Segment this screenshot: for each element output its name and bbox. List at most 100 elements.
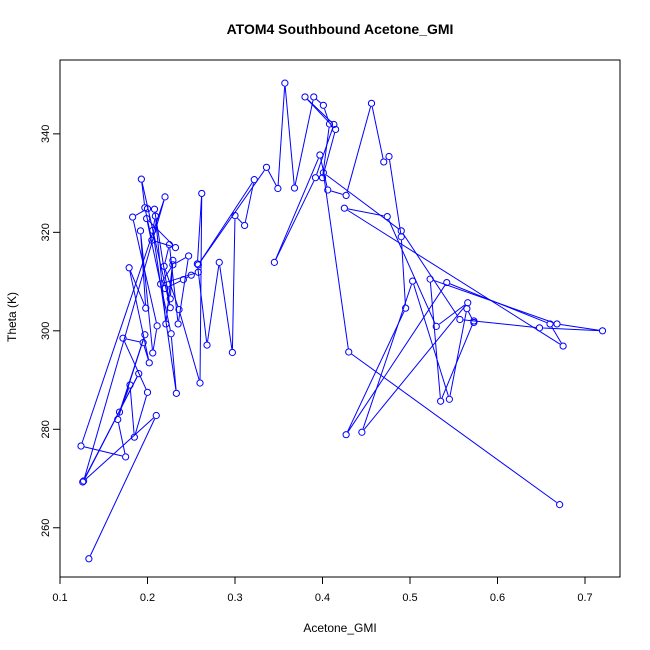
data-point: [143, 214, 151, 223]
series-line-segment: [129, 388, 135, 434]
series-line-segment: [124, 341, 147, 390]
series-line-segment: [347, 208, 384, 217]
series-line-segment: [84, 200, 165, 478]
data-point: [231, 211, 239, 220]
data-point: [162, 320, 170, 328]
series-line-segment: [388, 219, 436, 324]
series-line-segment: [449, 312, 467, 396]
data-point: [324, 186, 332, 194]
series-line-segment: [237, 217, 243, 224]
data-point: [165, 241, 173, 249]
series-line-segment: [154, 212, 171, 305]
series-line-segment: [155, 219, 167, 321]
data-point: [342, 191, 350, 200]
data-point: [149, 349, 157, 357]
data-series: [77, 79, 607, 563]
series-line-segment: [84, 446, 123, 457]
data-point: [143, 388, 152, 396]
data-point: [535, 324, 544, 332]
series-line-segment: [135, 210, 145, 216]
data-point: [174, 320, 182, 328]
data-point: [203, 341, 211, 349]
data-point: [172, 389, 180, 397]
data-point: [397, 227, 405, 235]
y-tick-label: 260: [40, 519, 52, 537]
data-point: [135, 370, 143, 378]
y-tick-label: 300: [40, 322, 52, 340]
data-point: [130, 433, 138, 441]
series-line-segment: [199, 182, 253, 263]
series-line-segment: [320, 158, 328, 187]
data-point: [169, 261, 177, 269]
data-point: [142, 304, 150, 312]
data-point: [270, 258, 278, 266]
data-point: [187, 271, 195, 279]
series-line-segment: [560, 323, 600, 331]
data-point: [167, 330, 175, 338]
series-line-segment: [179, 312, 200, 380]
series-line-segment: [389, 159, 402, 234]
series-line-segment: [84, 376, 138, 479]
series-line-segment: [120, 338, 145, 409]
series-line-segment: [207, 265, 220, 342]
data-point: [402, 304, 410, 312]
x-tick-label: 0.6: [490, 592, 505, 604]
data-point: [145, 359, 153, 367]
data-point: [463, 305, 471, 313]
series-line-segment: [244, 183, 254, 223]
data-point: [125, 264, 133, 272]
data-point: [175, 306, 183, 314]
data-point: [598, 327, 607, 335]
data-point: [115, 408, 124, 416]
data-point: [80, 477, 88, 485]
data-point: [383, 212, 391, 221]
data-point: [136, 227, 145, 235]
series-line-segment: [118, 422, 126, 454]
data-point: [332, 125, 340, 134]
data-point: [426, 275, 434, 283]
series-line-segment: [468, 311, 473, 320]
data-point: [126, 381, 134, 389]
data-point: [559, 342, 567, 350]
data-point: [553, 320, 561, 328]
data-point: [437, 397, 445, 405]
series-line-segment: [164, 248, 170, 263]
data-point: [556, 501, 564, 509]
series-line-segment: [166, 291, 170, 296]
data-point: [345, 348, 353, 356]
x-tick-label: 0.2: [140, 592, 155, 604]
series-line-segment: [347, 209, 561, 345]
series-line-segment: [331, 190, 343, 195]
series-line-segment: [307, 99, 332, 123]
series-line-segment: [152, 329, 158, 350]
series-line-segment: [130, 270, 145, 306]
series-line-segment: [120, 388, 130, 409]
data-point: [281, 79, 289, 87]
series-line-segment: [199, 197, 203, 380]
data-point: [194, 268, 202, 276]
series-line-segment: [322, 127, 330, 175]
series-line-segment: [362, 284, 412, 429]
data-point: [185, 252, 193, 260]
series-line-segment: [89, 418, 156, 556]
data-point: [342, 431, 350, 439]
data-point: [137, 175, 145, 183]
data-point: [179, 276, 187, 284]
series-line-segment: [346, 106, 372, 193]
data-point: [166, 295, 174, 303]
data-point: [148, 236, 156, 244]
series-line-segment: [140, 234, 153, 350]
data-point: [85, 555, 93, 563]
data-point: [151, 212, 159, 220]
x-axis: 0.1 0.2 0.3 0.4 0.5 0.6 0.7: [52, 576, 593, 604]
y-axis: 260 280 300 320 340: [40, 125, 61, 537]
data-point: [79, 478, 87, 486]
series-line-segment: [307, 99, 334, 128]
data-point: [161, 284, 169, 293]
data-point: [161, 193, 169, 201]
data-point: [193, 260, 201, 268]
data-point: [122, 453, 130, 461]
series-line-segment: [186, 276, 189, 279]
x-tick-label: 0.3: [227, 592, 242, 604]
